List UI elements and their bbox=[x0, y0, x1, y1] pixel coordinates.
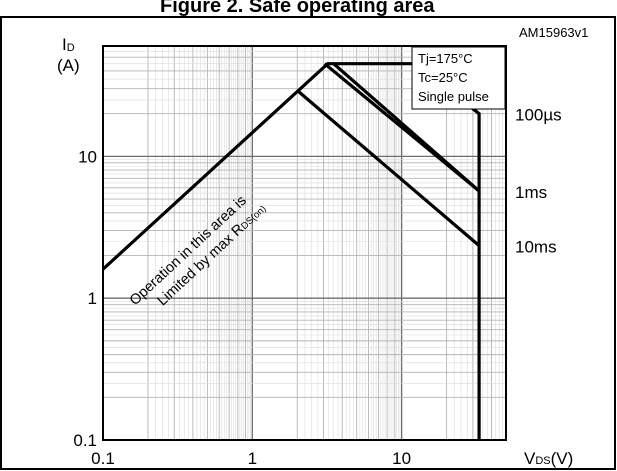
x-tick-label: 1 bbox=[248, 449, 257, 468]
conditions-box: Tj=175°C Tc=25°C Single pulse bbox=[411, 46, 506, 110]
x-axis-label: VDS(V) bbox=[524, 449, 573, 468]
y-tick-label: 10 bbox=[78, 147, 97, 166]
condition-text: Single pulse bbox=[418, 89, 489, 104]
x-tick-label: 0.1 bbox=[91, 449, 115, 468]
series-labels: 100µs 1ms 10ms bbox=[515, 106, 562, 257]
axis-labels: ID (A) VDS(V) bbox=[57, 35, 573, 468]
figure-frame bbox=[0, 16, 616, 470]
plot-border bbox=[102, 45, 507, 441]
y-axis-label: ID bbox=[62, 35, 75, 54]
y-tick-label: 1 bbox=[88, 289, 97, 308]
series-label: 1ms bbox=[515, 183, 547, 202]
condition-text: Tj=175°C bbox=[418, 51, 473, 66]
figure-title: Figure 2. Safe operating area bbox=[160, 0, 435, 17]
series-label: 10ms bbox=[515, 238, 557, 257]
y-tick-label: 0.1 bbox=[73, 431, 97, 450]
tick-labels: 0.1 1 10 0.1 1 10 bbox=[73, 147, 411, 468]
conditions-box-bg bbox=[411, 46, 506, 110]
series-label: 100µs bbox=[515, 106, 562, 125]
condition-text: Tc=25°C bbox=[418, 70, 468, 85]
series-line-1ms bbox=[323, 62, 481, 193]
figure-id: AM15963v1 bbox=[519, 25, 589, 40]
series-line-10ms bbox=[297, 90, 481, 247]
x-tick-label: 10 bbox=[392, 449, 411, 468]
y-axis-unit: (A) bbox=[57, 56, 80, 75]
